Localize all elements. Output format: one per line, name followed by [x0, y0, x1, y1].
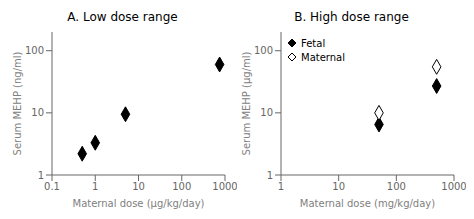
svg-text:0.1: 0.1 [44, 181, 60, 192]
svg-text:100: 100 [25, 45, 44, 56]
svg-text:10: 10 [260, 107, 273, 118]
svg-text:100: 100 [387, 181, 406, 192]
svg-text:1: 1 [38, 170, 44, 181]
svg-text:Maternal dose (mg/kg/day): Maternal dose (mg/kg/day) [300, 198, 435, 209]
html-text:Maternal: Maternal [301, 51, 345, 63]
svg-text:1: 1 [267, 170, 273, 181]
svg-text:100: 100 [254, 45, 273, 56]
svg-text:10: 10 [132, 181, 145, 192]
svg-text:1: 1 [278, 181, 284, 192]
svg-text:10: 10 [332, 181, 345, 192]
svg-text:Serum MEHP (ng/ml): Serum MEHP (ng/ml) [12, 51, 23, 155]
svg-text:1: 1 [92, 181, 98, 192]
svg-text:100: 100 [172, 181, 191, 192]
html-text:B. High dose range: B. High dose range [294, 10, 409, 24]
svg-text:10: 10 [31, 107, 44, 118]
svg-text:1000: 1000 [212, 181, 237, 192]
svg-text:Maternal dose (μg/kg/day): Maternal dose (μg/kg/day) [73, 198, 205, 209]
html-text:Fetal: Fetal [301, 37, 326, 49]
html-text:A. Low dose range: A. Low dose range [67, 10, 178, 24]
svg-text:Serum MEHP (μg/ml): Serum MEHP (μg/ml) [241, 51, 252, 155]
svg-text:1000: 1000 [441, 181, 466, 192]
